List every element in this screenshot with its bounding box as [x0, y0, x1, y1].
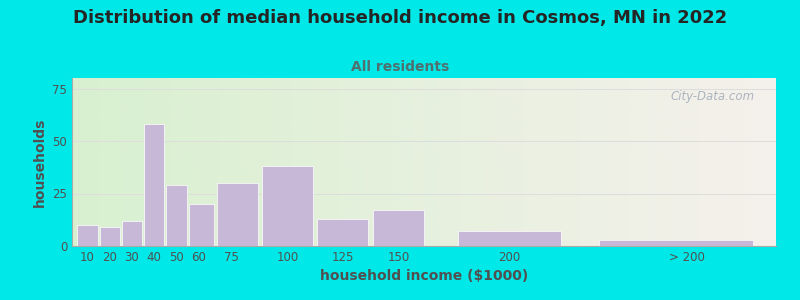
Bar	[318, 219, 369, 246]
Text: City-Data.com: City-Data.com	[670, 90, 755, 103]
Bar	[189, 204, 214, 246]
Bar	[144, 124, 164, 246]
Bar	[166, 185, 186, 246]
Bar	[99, 227, 120, 246]
Bar	[122, 221, 142, 246]
Y-axis label: households: households	[33, 117, 46, 207]
X-axis label: household income ($1000): household income ($1000)	[320, 269, 528, 284]
Bar	[373, 210, 424, 246]
Bar	[217, 183, 258, 246]
Bar	[78, 225, 98, 246]
Bar	[599, 240, 753, 246]
Bar	[458, 231, 561, 246]
Text: All residents: All residents	[351, 60, 449, 74]
Bar	[262, 166, 313, 246]
Text: Distribution of median household income in Cosmos, MN in 2022: Distribution of median household income …	[73, 9, 727, 27]
